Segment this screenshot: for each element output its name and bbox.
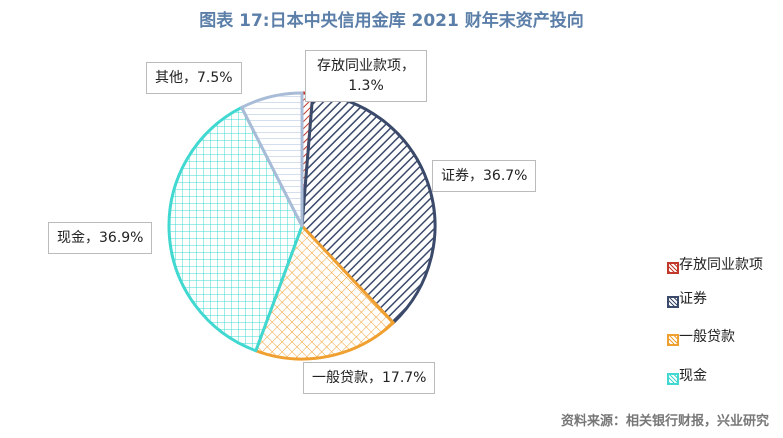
- legend-swatch: [667, 262, 679, 274]
- pie-slice: [167, 105, 304, 353]
- chart-title: 图表 17:日本中央信用金库 2021 财年末资产投向: [199, 11, 584, 31]
- legend-swatch: [667, 373, 679, 385]
- data-label: 证券，36.7%: [432, 160, 537, 192]
- legend-label: 现金: [679, 368, 707, 384]
- legend-label: 存放同业款项: [679, 257, 763, 273]
- data-label: 现金，36.9%: [48, 222, 153, 254]
- data-label: 其他，7.5%: [146, 62, 242, 94]
- legend-label: 一般贷款: [679, 329, 735, 345]
- pie-slice: [240, 91, 304, 228]
- legend-label: 证券: [679, 291, 707, 307]
- data-label: 一般贷款，17.7%: [303, 362, 436, 394]
- data-label: 存放同业款项，1.3%: [305, 50, 427, 102]
- legend-swatch: [667, 334, 679, 346]
- legend-swatch: [667, 296, 679, 308]
- source-note: 资料来源：相关银行财报，兴业研究: [560, 414, 769, 429]
